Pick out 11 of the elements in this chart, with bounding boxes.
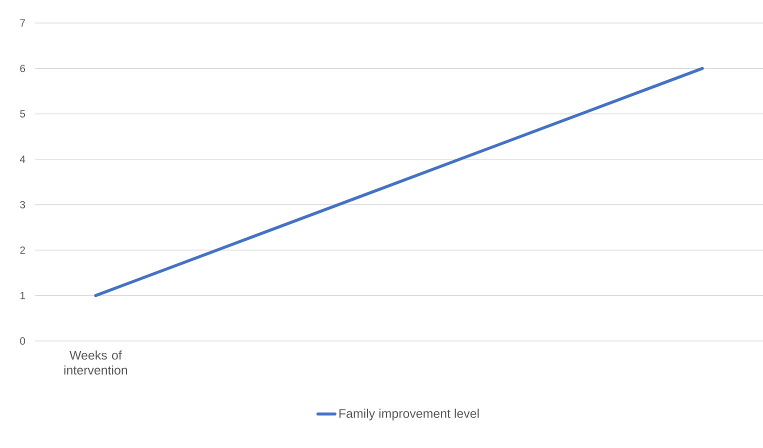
y-tick-label: 1: [20, 292, 25, 300]
legend-label: Family improvement level: [339, 408, 479, 420]
y-tick-label: 6: [20, 64, 26, 72]
y-tick-label: 2: [20, 246, 25, 254]
y-tick-label: 4: [20, 156, 26, 163]
y-tick-label: 7: [20, 19, 25, 27]
y-tick-label: 3: [20, 201, 26, 208]
line-series: [94, 66, 704, 298]
x-tick-label: Weeks of intervention: [64, 350, 128, 375]
y-tick-label: 0: [20, 337, 26, 345]
y-tick-label: 5: [20, 110, 26, 118]
